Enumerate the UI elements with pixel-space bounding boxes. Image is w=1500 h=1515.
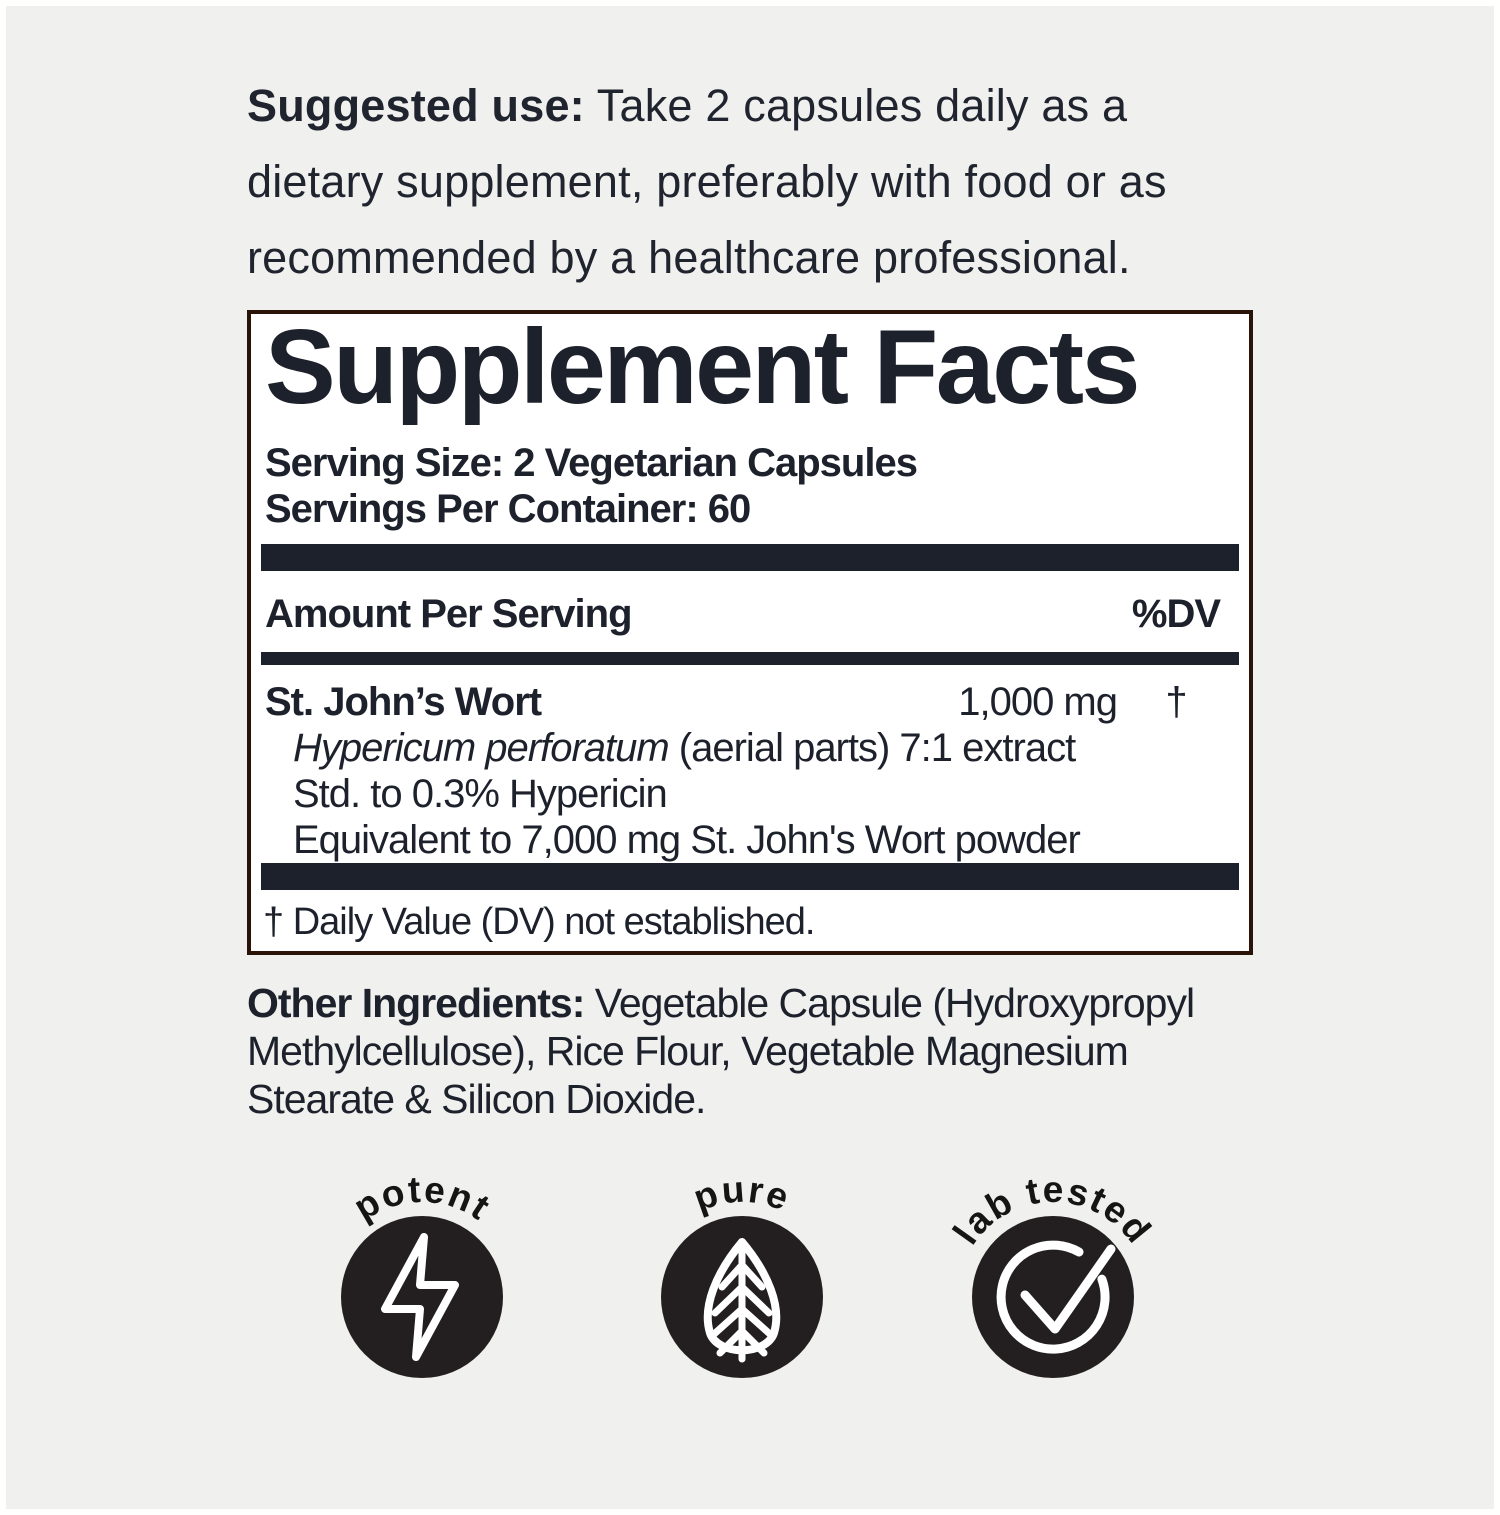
ingredient-amount: 1,000 mg [958,680,1118,724]
servings-per-container: Servings Per Container: 60 [265,487,751,531]
serving-info: Serving Size: 2 Vegetarian Capsules Serv… [265,440,1235,532]
panel-title: Supplement Facts [265,308,1140,426]
column-header-row: Amount Per Serving %DV [261,571,1239,652]
detail-text: Std. to 0.3% Hypericin [293,772,668,816]
ingredient-name: St. John’s Wort [265,680,542,724]
amount-per-serving-header: Amount Per Serving [265,592,633,636]
detail-text: (aerial parts) 7:1 extract [668,726,1076,770]
leaf-icon [703,1238,781,1363]
serving-size: Serving Size: 2 Vegetarian Capsules [265,441,918,485]
divider-thick-top [261,544,1239,571]
svg-text:pure: pure [688,1168,796,1219]
lightning-bolt-icon [381,1233,459,1361]
dv-header: %DV [1131,592,1221,636]
divider-thin [261,652,1239,665]
ingredient-detail-line: Equivalent to 7,000 mg St. John's Wort p… [261,817,1239,863]
other-ingredients-label: Other Ingredients: [247,980,585,1026]
badge-pure: pure [661,1168,823,1378]
other-ingredients-paragraph: Other Ingredients: Vegetable Capsule (Hy… [247,979,1195,1123]
badge-circle [341,1216,503,1378]
badge-potent: potent [341,1169,503,1378]
ingredient-detail-line: Std. to 0.3% Hypericin [261,771,1239,817]
badge-lab-tested: lab tested [945,1169,1158,1378]
dv-footnote: † Daily Value (DV) not established. [263,901,815,943]
supplement-facts-panel: Supplement Facts Serving Size: 2 Vegetar… [247,310,1253,955]
badge-label: pure [688,1168,794,1219]
divider-thick-bottom [261,863,1239,890]
check-circle-icon [996,1240,1116,1354]
ingredient-row: St. John’s Wort 1,000 mg † [261,665,1239,725]
other-ingredients-body: Vegetable Capsule (Hydroxypropyl Methylc… [247,980,1195,1122]
ingredient-detail-line: Hypericum perforatum (aerial parts) 7:1 … [261,725,1239,771]
latin-name: Hypericum perforatum [293,726,670,770]
badge-circle [972,1216,1134,1378]
ingredient-dv-dagger: † [1165,680,1187,724]
detail-text: Equivalent to 7,000 mg St. John's Wort p… [293,818,1081,862]
suggested-use-paragraph: Suggested use: Take 2 capsules daily as … [247,68,1167,296]
suggested-use-body: Take 2 capsules daily as a dietary suppl… [247,80,1167,283]
suggested-use-label: Suggested use: [247,80,585,131]
